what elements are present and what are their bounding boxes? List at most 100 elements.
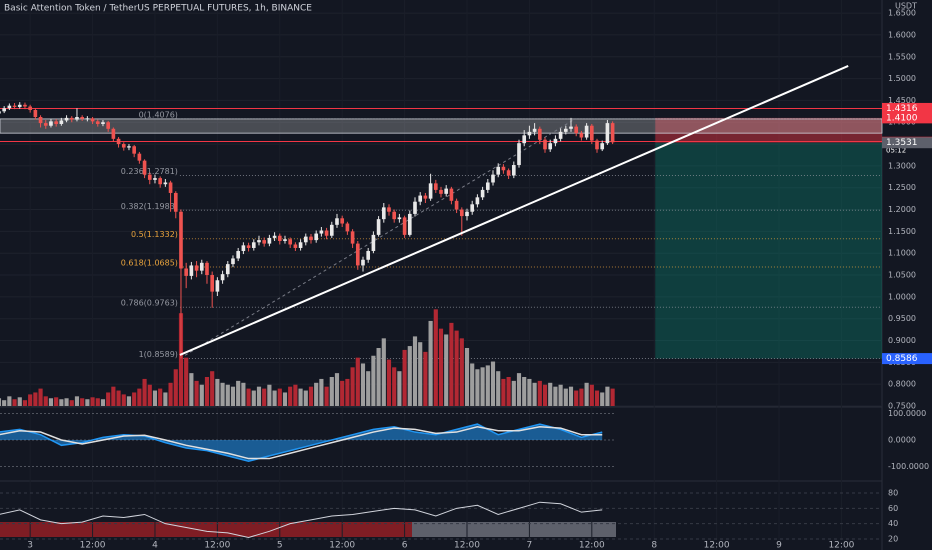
volume-bar [355, 357, 360, 406]
candle-body [179, 211, 183, 269]
volume-bar [74, 396, 80, 406]
candle-body [496, 166, 501, 175]
target-zone [655, 142, 882, 359]
volume-bar [0, 398, 2, 406]
y-tick-label: 1.0500 [888, 271, 916, 280]
countdown: 05:12 [886, 146, 906, 154]
volume-bar [522, 377, 527, 406]
volume-bar [574, 390, 579, 406]
volume-bar [423, 351, 428, 406]
candle-body [574, 126, 579, 134]
axis-label: USDT [895, 2, 917, 11]
candle-body [90, 118, 95, 122]
price-tag-label: 1.3531 [886, 138, 918, 148]
y-tick-label: 1.6500 [888, 9, 916, 18]
osc-line [0, 425, 603, 460]
candle-body [33, 110, 38, 117]
osc-tick-label: 0.0000 [888, 436, 916, 445]
candle-body [413, 201, 417, 214]
candle-body [64, 117, 69, 121]
x-tick-label: 7 [527, 541, 533, 550]
fib-diagonal [179, 118, 576, 359]
volume-bar [121, 394, 126, 406]
volume-bar [334, 373, 340, 406]
volume-bar [371, 355, 376, 406]
volume-bar [210, 371, 215, 406]
x-tick-label: 12:00 [329, 541, 355, 550]
candle-body [335, 218, 339, 225]
volume-bar [600, 392, 605, 406]
candle-body [168, 182, 173, 193]
volume-bar [163, 392, 168, 406]
candle-body [433, 183, 438, 190]
candle-body [75, 116, 79, 120]
x-tick-label: 4 [152, 541, 158, 550]
volume-bar [22, 400, 28, 406]
x-tick-label: 12:00 [704, 541, 730, 550]
volume-bar [267, 384, 272, 406]
volume-bar [485, 365, 490, 406]
candle-body [106, 122, 110, 129]
volume-bar [589, 384, 594, 406]
x-tick-label: 12:00 [80, 541, 106, 550]
volume-bar [184, 357, 189, 406]
candle-body [527, 131, 532, 136]
candle-body [537, 128, 542, 140]
volume-bar [563, 388, 568, 406]
y-tick-label: 1.0000 [888, 292, 916, 301]
candle-body [381, 207, 386, 220]
volume-bar [532, 382, 537, 406]
candle-body [251, 242, 256, 248]
candle-body [153, 178, 157, 180]
candle-body [17, 104, 22, 107]
volume-bar [137, 388, 142, 406]
volume-bar [43, 396, 48, 406]
candle-body [511, 165, 516, 176]
volume-bar [516, 373, 522, 406]
candle-body [205, 262, 209, 276]
volume-bar [548, 382, 553, 406]
candle-body [225, 264, 230, 275]
volume-bar [111, 386, 116, 406]
candle-body [324, 230, 329, 236]
volume-bar [59, 399, 64, 406]
y-tick-label: 1.5500 [888, 52, 916, 61]
volume-bar [17, 397, 22, 406]
candle-body [111, 128, 116, 139]
volume-bar [511, 380, 516, 406]
candle-body [387, 207, 391, 212]
volume-bar [28, 394, 33, 406]
volume-bar [433, 309, 438, 406]
candle-body [69, 117, 74, 120]
candle-body [439, 189, 443, 194]
candle-body [563, 128, 568, 132]
volume-bar [397, 371, 402, 406]
y-tick-label: 1.1500 [888, 227, 916, 236]
volume-bar [584, 382, 589, 406]
volume-bar [158, 388, 163, 406]
rsi-tick-label: 40 [888, 519, 898, 528]
candle-body [121, 144, 126, 148]
candle-body [361, 259, 365, 266]
stop-zone [655, 117, 882, 143]
candle-body [210, 275, 214, 292]
volume-bar [147, 384, 152, 406]
x-tick-label: 9 [776, 541, 782, 550]
candle-body [303, 236, 308, 243]
volume-bar [392, 367, 397, 406]
x-tick-label: 5 [277, 541, 283, 550]
x-tick-label: 6 [402, 541, 408, 550]
volume-bar [194, 380, 199, 406]
volume-bar [220, 382, 225, 406]
volume-bar [126, 396, 132, 406]
volume-bar [537, 380, 542, 406]
candle-body [423, 195, 428, 199]
candle-body [491, 174, 495, 183]
candle-body [376, 219, 381, 235]
volume-bar [496, 371, 501, 406]
candle-body [605, 123, 610, 144]
fib-label: 0.236(1.2781) [121, 167, 178, 176]
candle-body [220, 274, 225, 281]
volume-bar [204, 377, 210, 406]
rsi-tick-label: 80 [888, 489, 898, 498]
